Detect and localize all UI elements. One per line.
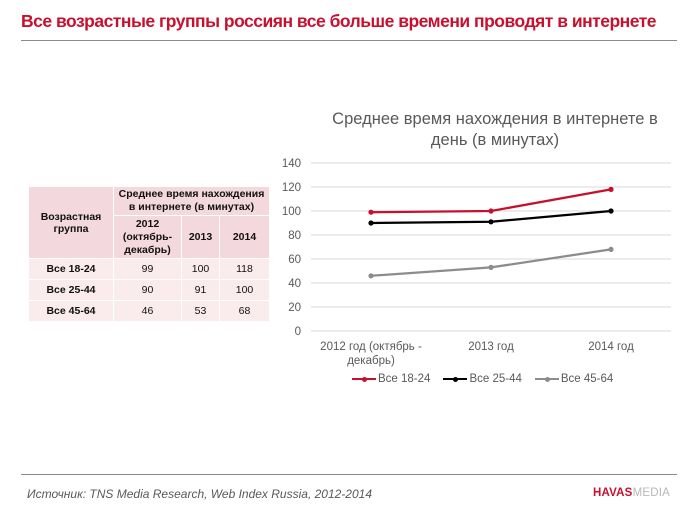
- data-point: [368, 209, 374, 215]
- table-cell: 68: [219, 300, 270, 322]
- legend-swatch-icon: [443, 376, 468, 382]
- table-cell: 118: [219, 258, 270, 280]
- table-header-year: 2012 (октябрь-декабрь): [113, 215, 182, 259]
- data-point: [368, 273, 374, 279]
- title-divider: [21, 40, 677, 41]
- legend-item: Все 18-24: [352, 373, 430, 385]
- data-point: [488, 219, 494, 225]
- havas-media-logo: HAVASMEDIA: [593, 487, 670, 499]
- y-tick-label: 120: [282, 182, 301, 194]
- data-point: [608, 246, 614, 252]
- table-row: Все 18-24 99 100 118: [28, 258, 270, 280]
- chart-title: Среднее время нахождения в интернете в д…: [332, 110, 658, 149]
- legend-item: Все 45-64: [534, 373, 614, 385]
- page-title: Все возрастные группы россиян все больше…: [21, 11, 657, 31]
- y-tick-label: 40: [288, 278, 301, 290]
- y-tick-label: 100: [282, 206, 301, 218]
- legend-item: Все 25-44: [443, 373, 522, 385]
- legend-swatch-icon: [534, 376, 559, 382]
- chart-legend: Все 18-24 Все 25-44 Все 45-64: [352, 373, 613, 385]
- series-line: [370, 248, 612, 277]
- data-point: [488, 208, 494, 214]
- data-point: [608, 186, 614, 192]
- x-tick-label: 2012 год (октябрь -: [320, 341, 422, 353]
- table-cell: 100: [181, 258, 220, 280]
- table-row-label: Все 45-64: [28, 300, 114, 322]
- y-tick-label: 60: [288, 254, 301, 266]
- table-header-years-row: 2012 (октябрь-декабрь) 2013 2014: [29, 215, 270, 259]
- table-cell: 99: [113, 258, 182, 280]
- table-header-row: Возрастная группа Среднее время нахожден…: [28, 186, 270, 259]
- table-cell: 90: [113, 279, 182, 301]
- data-table: Возрастная группа Среднее время нахожден…: [28, 186, 270, 322]
- data-point: [608, 208, 614, 214]
- table-row: Все 45-64 46 53 68: [28, 300, 270, 322]
- table-cell: 46: [113, 300, 182, 322]
- x-tick-label: декабрь): [347, 355, 395, 367]
- table-cell: 100: [219, 279, 270, 301]
- table-cell: 91: [181, 279, 220, 301]
- source-note: Источник: TNS Media Research, Web Index …: [27, 487, 372, 501]
- y-tick-label: 80: [288, 230, 301, 242]
- legend-label: Все 18-24: [378, 373, 431, 385]
- data-point: [368, 220, 374, 226]
- footer-divider: [21, 474, 677, 475]
- x-tick-label: 2013 год: [468, 341, 514, 353]
- table-header-year: 2014: [219, 215, 270, 259]
- table-header-year: 2013: [181, 215, 220, 259]
- legend-label: Все 45-64: [560, 373, 614, 385]
- logo-media: MEDIA: [632, 487, 670, 499]
- x-tick-label: 2014 год: [588, 341, 634, 353]
- table-header-span: Среднее время нахождения в интернете (в …: [113, 186, 270, 216]
- data-point: [488, 264, 494, 270]
- logo-havas: HAVAS: [593, 487, 633, 499]
- table-row: Все 25-44 90 91 100: [28, 279, 270, 301]
- y-tick-label: 140: [282, 158, 301, 170]
- table-cell: 53: [181, 300, 220, 322]
- legend-label: Все 25-44: [469, 373, 522, 385]
- legend-swatch-icon: [352, 376, 376, 382]
- y-tick-label: 20: [288, 302, 301, 314]
- table-row-label: Все 25-44: [28, 279, 114, 301]
- table-header-age-group: Возрастная группа: [28, 186, 114, 259]
- y-tick-label: 0: [295, 326, 301, 338]
